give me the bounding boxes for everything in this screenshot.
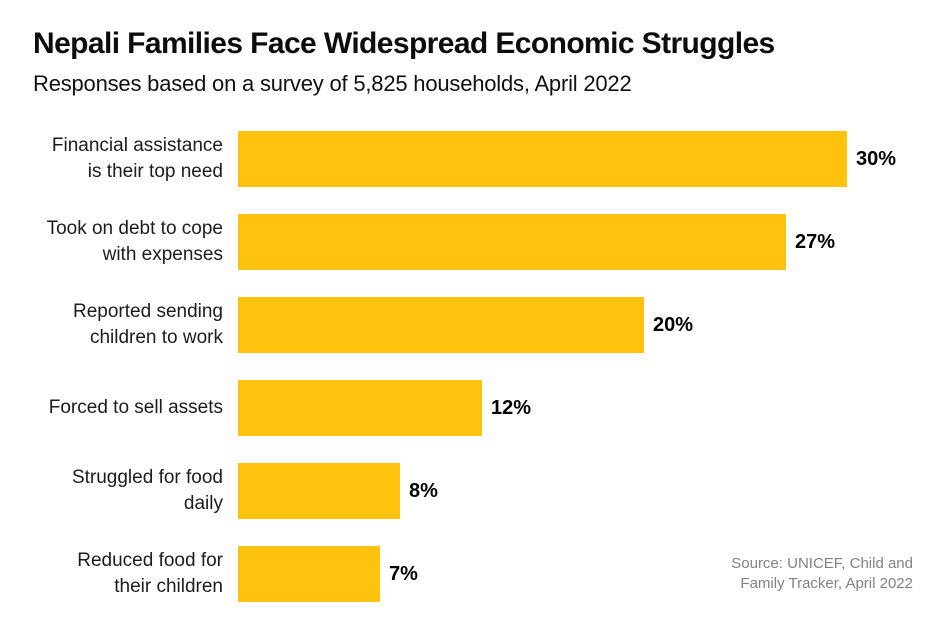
value-label: 8% xyxy=(409,479,438,502)
value-label: 27% xyxy=(795,230,836,253)
source-line-2: Family Tracker, April 2022 xyxy=(740,575,913,592)
category-label: Forced to sell assets xyxy=(48,397,223,418)
chart-subtitle: Responses based on a survey of 5,825 hou… xyxy=(33,71,632,96)
chart-row: Reduced food for their children 7% xyxy=(0,546,946,602)
bar xyxy=(238,131,847,187)
category-label: Reduced food for their children xyxy=(77,550,223,597)
bar xyxy=(238,297,644,353)
value-label: 12% xyxy=(491,396,532,419)
value-label: 20% xyxy=(653,313,694,336)
chart-row: Reported sending children to work 20% xyxy=(0,297,946,353)
bar-area: 30% xyxy=(238,131,946,187)
chart-row: Took on debt to cope with expenses 27% xyxy=(0,214,946,270)
chart-title: Nepali Families Face Widespread Economic… xyxy=(33,27,775,60)
value-label: 7% xyxy=(389,562,418,585)
bar-chart: Financial assistance is their top need 30%… xyxy=(0,131,946,602)
category-label: Reported sending children to work xyxy=(73,301,223,348)
chart-row: Struggled for food daily 8% xyxy=(0,463,946,519)
category-label: Struggled for food daily xyxy=(71,467,223,514)
bar xyxy=(238,214,786,270)
bar xyxy=(238,463,400,519)
bar-area: 8% xyxy=(238,463,946,519)
value-label: 30% xyxy=(856,147,897,170)
source-line-1: Source: UNICEF, Child and xyxy=(731,555,913,572)
category-label: Financial assistance is their top need xyxy=(51,135,223,182)
bar-area: 27% xyxy=(238,214,946,270)
category-label: Took on debt to cope with expenses xyxy=(46,218,223,265)
chart-row: Financial assistance is their top need 30% xyxy=(0,131,946,187)
bar-area: 20% xyxy=(238,297,946,353)
source-note: Source: UNICEF, Child and Family Tracker… xyxy=(731,554,913,594)
bar-area: 12% xyxy=(238,380,946,436)
bar xyxy=(238,380,482,436)
bar-area: 7% xyxy=(238,546,946,602)
bar xyxy=(238,546,380,602)
chart-row: Forced to sell assets 12% xyxy=(0,380,946,436)
